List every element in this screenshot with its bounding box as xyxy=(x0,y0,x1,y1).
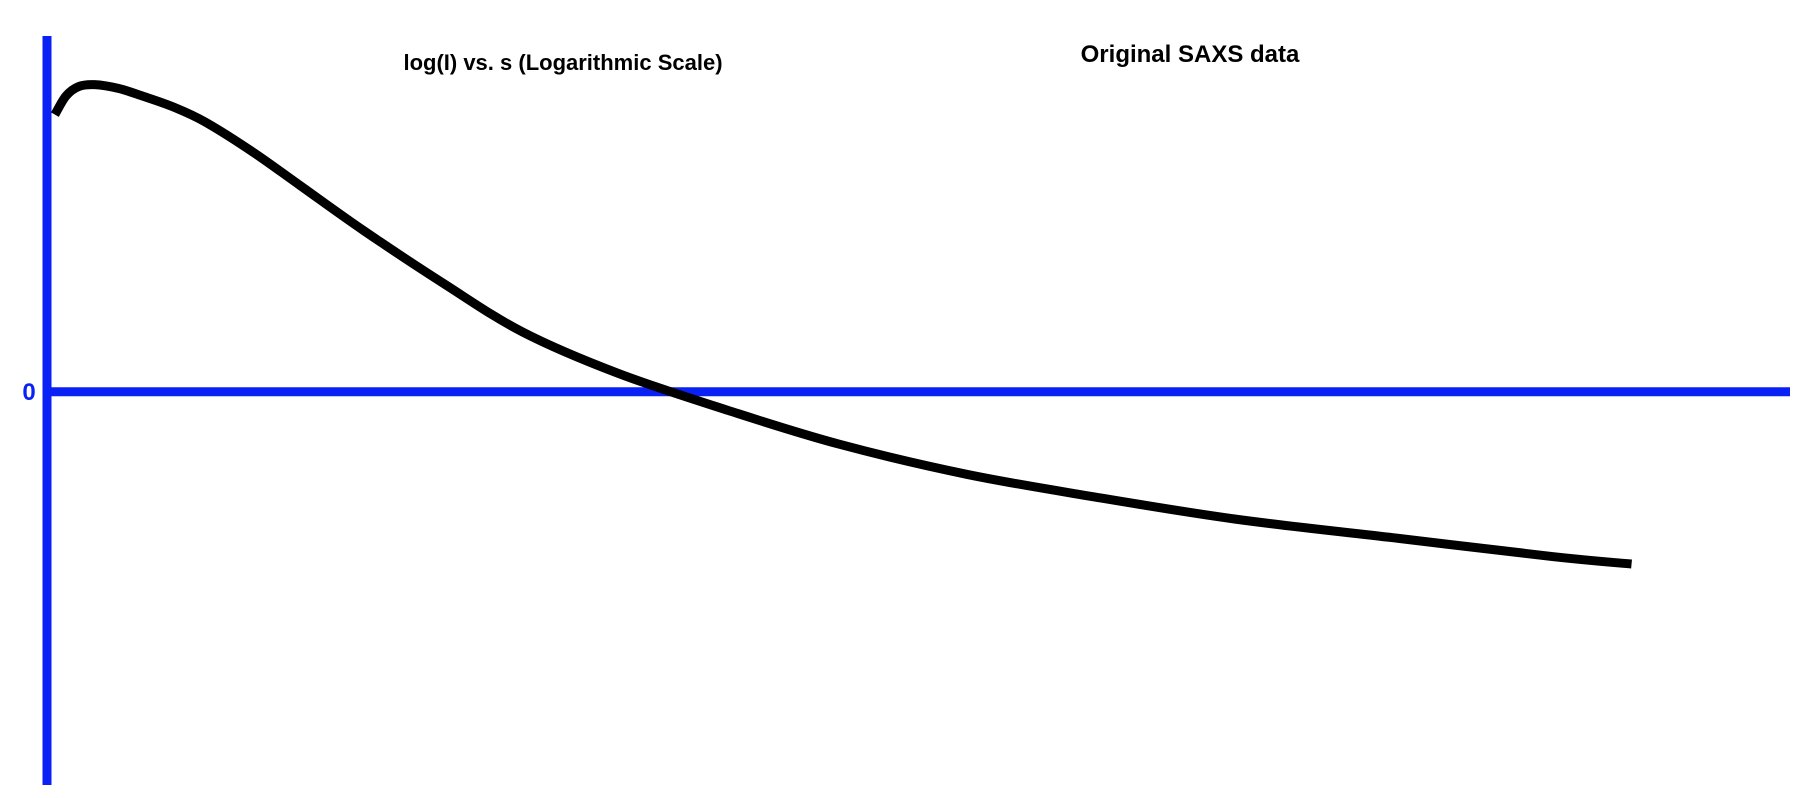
chart-title: Original SAXS data xyxy=(1081,41,1300,68)
saxs-curve xyxy=(50,80,1632,569)
chart-subtitle: log(I) vs. s (Logarithmic Scale) xyxy=(403,50,722,75)
y-tick-label-zero: 0 xyxy=(22,379,35,406)
